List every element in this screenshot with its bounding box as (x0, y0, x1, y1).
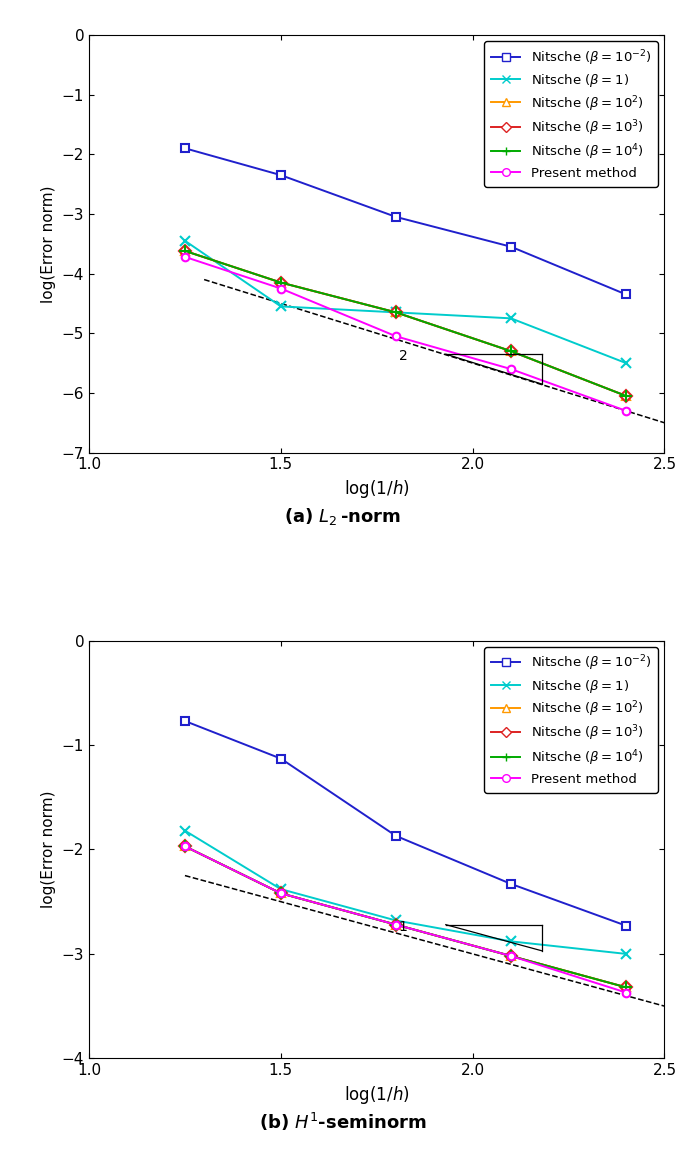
Y-axis label: log(Error norm): log(Error norm) (41, 185, 56, 302)
Y-axis label: log(Error norm): log(Error norm) (41, 791, 56, 908)
Legend: Nitsche ($\beta = 10^{-2}$), Nitsche ($\beta = 1$), Nitsche ($\beta = 10^{2}$), : Nitsche ($\beta = 10^{-2}$), Nitsche ($\… (484, 647, 658, 793)
X-axis label: log(1/$h$): log(1/$h$) (344, 478, 410, 500)
Legend: Nitsche ($\beta = 10^{-2}$), Nitsche ($\beta = 1$), Nitsche ($\beta = 10^{2}$), : Nitsche ($\beta = 10^{-2}$), Nitsche ($\… (484, 42, 658, 187)
Text: 2: 2 (399, 349, 408, 363)
Text: 1: 1 (399, 920, 408, 934)
Text: $\mathbf{(a)}$ $L_2\,$-norm: $\mathbf{(a)}$ $L_2\,$-norm (284, 506, 401, 527)
Text: $\mathbf{(b)}$ $H^1$-seminorm: $\mathbf{(b)}$ $H^1$-seminorm (259, 1111, 426, 1134)
X-axis label: log(1/$h$): log(1/$h$) (344, 1084, 410, 1106)
